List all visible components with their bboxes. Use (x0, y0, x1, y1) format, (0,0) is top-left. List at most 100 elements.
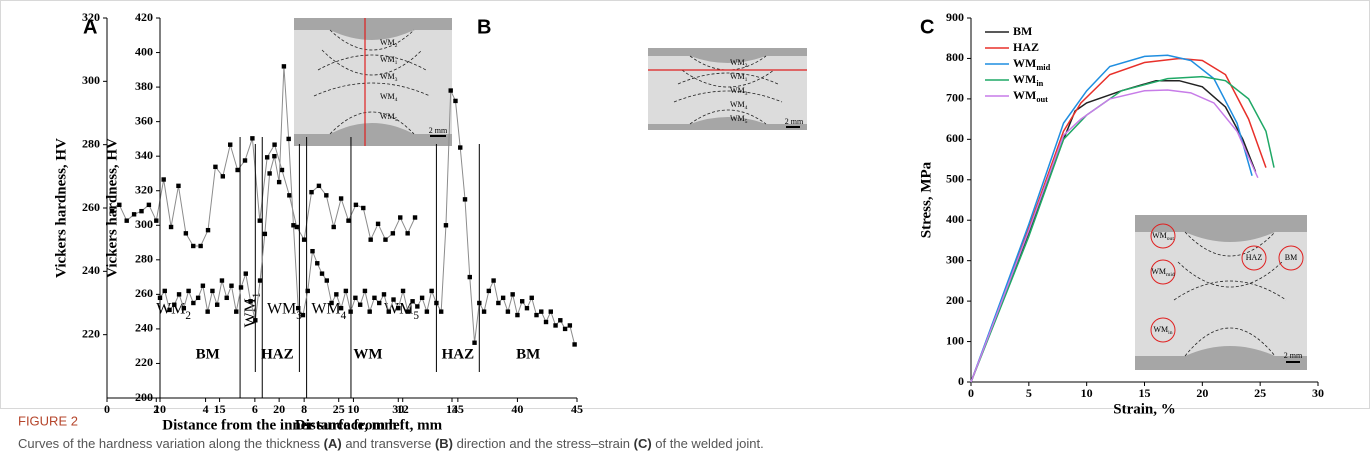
data-point (357, 302, 363, 307)
data-point (210, 288, 215, 294)
data-point (186, 288, 191, 294)
data-point (334, 292, 339, 297)
x-tick-label: 30 (1312, 386, 1324, 400)
data-point (167, 307, 172, 313)
data-point (438, 309, 444, 314)
data-point (224, 295, 229, 301)
x-tick-label: 4 (203, 402, 209, 416)
data-point (139, 208, 144, 214)
zone-label: BM (516, 346, 540, 362)
data-point (200, 283, 206, 288)
data-point (296, 305, 301, 311)
y-tick-label: 260 (135, 286, 153, 300)
data-point (481, 309, 487, 314)
inset-label: WM4 (730, 100, 748, 111)
x-tick-label: 15 (1139, 386, 1151, 400)
figure-label: FIGURE 2 (18, 413, 78, 428)
y-tick-label: 800 (946, 50, 964, 64)
data-point (176, 183, 181, 189)
data-line (159, 66, 576, 345)
x-tick-label: 25 (1254, 386, 1266, 400)
data-point (324, 278, 329, 283)
data-point (524, 305, 530, 311)
y-tick-label: 220 (135, 355, 153, 369)
zone-label: HAZ (442, 346, 475, 362)
data-point (368, 237, 373, 242)
data-point (448, 88, 453, 93)
inset-label: WM1 (730, 72, 748, 83)
x-axis-title: Distance from left, mm (295, 417, 443, 433)
data-point (214, 302, 220, 307)
data-point (353, 202, 359, 208)
data-point (383, 237, 388, 242)
data-point (131, 212, 137, 217)
x-tick-label: 12 (397, 402, 409, 416)
inset-scale: 2 mm (1284, 351, 1303, 360)
y-tick-label: 300 (135, 217, 153, 231)
legend-label: BM (1013, 24, 1032, 38)
x-tick-label: 10 (347, 402, 359, 416)
data-point (250, 136, 255, 141)
x-tick-label: 20 (273, 402, 285, 416)
x-tick-label: 10 (154, 402, 166, 416)
y-tick-label: 360 (135, 113, 153, 127)
x-tick-label: 5 (1026, 386, 1032, 400)
data-point (294, 224, 299, 230)
data-point (529, 295, 534, 301)
data-point (386, 309, 391, 314)
data-point (195, 295, 201, 301)
data-point (391, 297, 396, 302)
y-tick-label: 280 (82, 136, 100, 150)
data-point (553, 323, 558, 328)
x-tick-label: 0 (104, 402, 110, 416)
y-tick-label: 500 (946, 172, 964, 186)
data-point (319, 271, 325, 276)
data-point (453, 98, 458, 104)
data-point (220, 174, 226, 179)
data-point (443, 223, 449, 228)
data-point (235, 167, 240, 173)
inset-label: WMin (1153, 325, 1172, 336)
caption: Curves of the hardness variation along t… (18, 436, 764, 451)
inset-b: WM2 WM1 WM3 WM4 WM5 2 mm (648, 48, 807, 130)
data-point (242, 158, 248, 163)
inset-label: BM (1285, 253, 1297, 262)
data-point (353, 295, 358, 301)
data-point (396, 305, 401, 311)
inset-label: WM3 (730, 86, 748, 97)
data-point (234, 309, 239, 314)
series-line (970, 75, 1275, 383)
data-point (415, 304, 420, 309)
panel-label: B (477, 16, 491, 38)
series-line (970, 89, 1259, 383)
caption-part: (C) (634, 436, 652, 451)
y-tick-label: 200 (135, 390, 153, 404)
inset-label: WM3 (380, 72, 398, 83)
data-point (191, 300, 196, 306)
panel-label: C (920, 16, 934, 38)
data-point (412, 215, 418, 220)
caption-part: of the welded joint. (652, 436, 764, 451)
data-point (405, 309, 411, 314)
data-point (500, 295, 506, 301)
data-point (338, 196, 344, 201)
data-point (424, 309, 430, 314)
data-point (281, 64, 287, 69)
data-point (381, 292, 387, 297)
y-tick-label: 200 (946, 293, 964, 307)
y-tick-label: 260 (82, 200, 100, 214)
data-point (229, 283, 234, 288)
caption-part: and transverse (342, 436, 435, 451)
data-point (496, 300, 501, 306)
y-tick-label: 400 (946, 212, 964, 226)
data-point (510, 292, 515, 297)
inset-label: WMmid (1151, 267, 1175, 278)
data-point (472, 340, 477, 345)
data-point (558, 318, 563, 323)
data-point (257, 218, 262, 223)
y-tick-label: 320 (135, 182, 153, 196)
data-point (161, 177, 166, 182)
x-axis-title: Distance from the inner surface, mm (162, 417, 397, 433)
data-point (390, 231, 396, 236)
y-tick-label: 220 (82, 326, 100, 340)
